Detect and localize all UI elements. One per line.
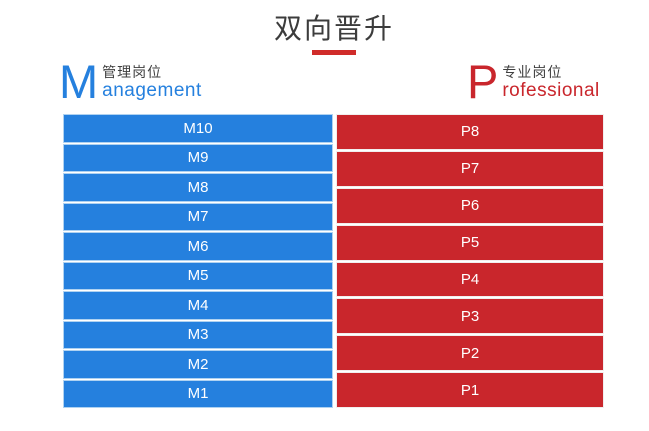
management-label-zh: 管理岗位 <box>102 64 163 80</box>
professional-label-zh: 专业岗位 <box>502 64 563 80</box>
management-header: M 管理岗位 anagement <box>59 55 202 108</box>
bar-m5: M5 <box>63 261 333 290</box>
bar-p7: P7 <box>336 150 604 187</box>
bar-m3: M3 <box>63 320 333 349</box>
bar-m4: M4 <box>63 291 333 320</box>
bar-p5: P5 <box>336 224 604 261</box>
professional-ladder: P8 P7 P6 P5 P4 P3 P2 P1 <box>336 114 604 408</box>
professional-header-lines: 专业岗位 rofessional <box>502 63 599 101</box>
professional-label-en: rofessional <box>502 80 600 101</box>
management-initial-letter: M <box>59 55 99 108</box>
bar-m7: M7 <box>63 202 333 231</box>
bar-p6: P6 <box>336 187 604 224</box>
bar-p4: P4 <box>336 261 604 298</box>
bar-m8: M8 <box>63 173 333 202</box>
bar-m6: M6 <box>63 232 333 261</box>
bar-p3: P3 <box>336 298 604 335</box>
title-underline <box>312 50 356 55</box>
management-label-en: anagement <box>102 80 202 101</box>
bar-p2: P2 <box>336 335 604 372</box>
bar-m1: M1 <box>63 379 333 408</box>
bar-p8: P8 <box>336 114 604 150</box>
bar-m9: M9 <box>63 143 333 172</box>
bar-p1: P1 <box>336 372 604 408</box>
title-block: 双向晋升 <box>19 14 649 55</box>
page-title: 双向晋升 <box>273 13 394 44</box>
ladders-container: M10 M9 M8 M7 M6 M5 M4 M3 M2 M1 P8 P7 P6 … <box>63 114 604 408</box>
professional-initial-letter: P <box>467 55 499 108</box>
bar-m10: M10 <box>63 114 333 143</box>
bar-m2: M2 <box>63 350 333 379</box>
professional-header: P 专业岗位 rofessional <box>467 55 600 108</box>
management-ladder: M10 M9 M8 M7 M6 M5 M4 M3 M2 M1 <box>63 114 333 408</box>
management-header-lines: 管理岗位 anagement <box>102 63 202 101</box>
